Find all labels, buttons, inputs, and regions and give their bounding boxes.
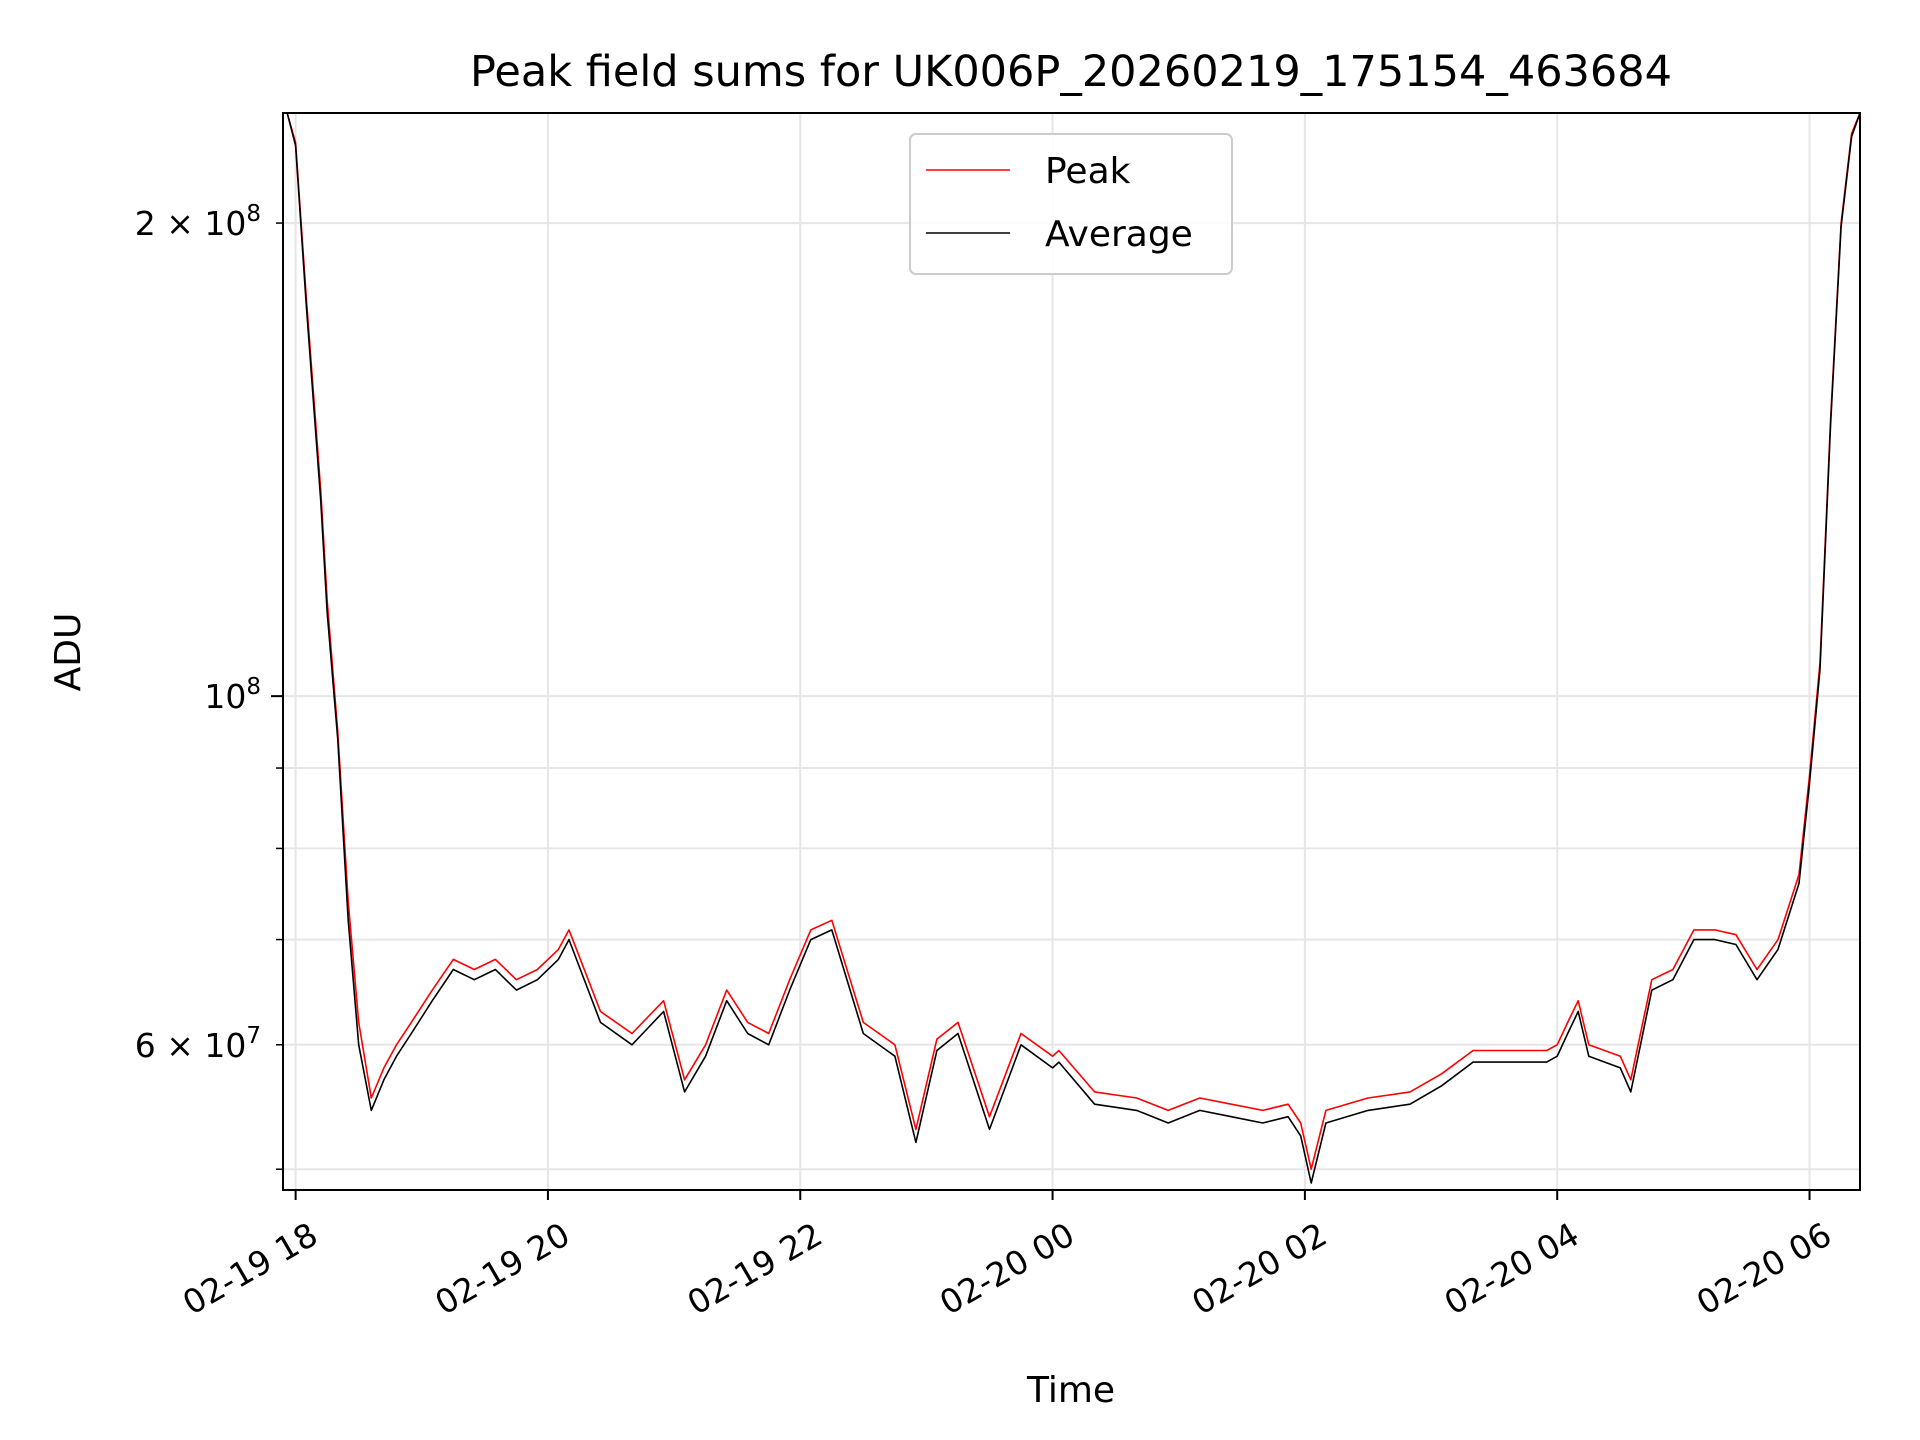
series-line-peak — [283, 113, 1860, 1170]
legend-box — [909, 133, 1233, 275]
x-axis-label: Time — [1026, 1370, 1115, 1411]
y-axis-label: ADU — [48, 613, 89, 692]
legend-label-peak: Peak — [1045, 151, 1131, 192]
legend-label-average: Average — [1045, 214, 1193, 255]
y-tick-label: 2 × 108 — [135, 201, 261, 243]
legend: Peak Average — [909, 133, 1233, 275]
y-tick-label: 108 — [204, 674, 261, 716]
series-line-average — [283, 113, 1860, 1184]
chart-title: Peak field sums for UK006P_20260219_1751… — [470, 47, 1672, 97]
series-layer — [283, 113, 1860, 1184]
plot-frame — [282, 112, 1861, 1191]
y-axis: 108 6 × 107 2 × 108 — [135, 201, 283, 1170]
y-tick-label: 6 × 107 — [135, 1023, 261, 1065]
